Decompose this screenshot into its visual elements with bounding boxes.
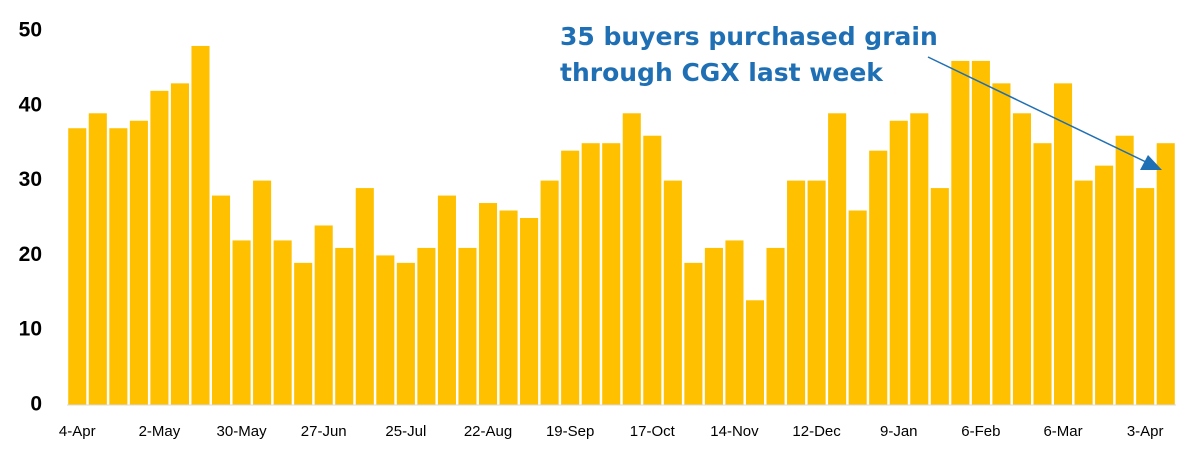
bar (889, 120, 908, 405)
bar (561, 150, 580, 405)
x-tick-label: 3-Apr (1127, 423, 1164, 440)
bar (1115, 135, 1134, 405)
bar (68, 128, 87, 406)
y-tick-label: 40 (19, 93, 42, 116)
bar (602, 143, 621, 405)
x-tick-label: 25-Jul (385, 423, 426, 440)
bar (273, 240, 292, 405)
bar (88, 113, 107, 405)
bar (910, 113, 929, 405)
bar (951, 60, 970, 406)
bar (417, 247, 436, 405)
annotation-line: through CGX last week (560, 58, 884, 87)
bar (458, 247, 477, 405)
y-tick-label: 20 (19, 243, 42, 266)
x-tick-label: 2-May (139, 423, 181, 440)
bar (437, 195, 456, 405)
bar (478, 203, 498, 405)
bar (232, 240, 251, 405)
bar (376, 255, 395, 405)
y-tick-label: 30 (19, 168, 42, 191)
annotation-line: 35 buyers purchased grain (560, 22, 938, 51)
bar (335, 247, 354, 405)
bar (684, 262, 703, 405)
bar (581, 143, 600, 405)
x-tick-label: 19-Sep (546, 423, 594, 440)
bar (725, 240, 744, 405)
bar (191, 45, 210, 406)
bar (129, 120, 148, 405)
bar (643, 135, 662, 405)
bar (1012, 113, 1032, 405)
annotation-arrow (927, 56, 1149, 164)
bar (109, 128, 128, 406)
bar (1156, 143, 1175, 405)
bar (745, 300, 765, 405)
bar (766, 247, 785, 405)
x-tick-label: 27-Jun (301, 423, 347, 440)
bar (396, 262, 415, 405)
bar (1033, 143, 1052, 405)
bar (869, 150, 888, 405)
bar (499, 210, 518, 405)
bar (828, 113, 847, 405)
bar (150, 90, 169, 405)
y-tick-label: 50 (19, 19, 42, 42)
x-tick-label: 12-Dec (792, 423, 841, 440)
bar (355, 188, 374, 405)
bar (1054, 83, 1073, 406)
bar (520, 218, 539, 405)
x-tick-label: 30-May (217, 423, 268, 440)
x-tick-label: 9-Jan (880, 423, 918, 440)
bar (848, 210, 867, 405)
x-tick-label: 14-Nov (710, 423, 759, 440)
x-tick-label: 6-Mar (1043, 423, 1082, 440)
bar (807, 180, 826, 405)
y-tick-label: 10 (19, 318, 42, 341)
bar (704, 247, 723, 405)
x-tick-label: 22-Aug (464, 423, 512, 440)
bar (1095, 165, 1114, 405)
bar (1136, 188, 1155, 405)
bar (314, 225, 333, 405)
y-tick-label: 0 (30, 393, 42, 416)
bar (787, 180, 806, 405)
x-tick-label: 4-Apr (59, 423, 96, 440)
bar (211, 195, 231, 405)
annotation-arrowhead (1140, 155, 1162, 170)
bar (930, 188, 949, 405)
x-tick-label: 6-Feb (961, 423, 1000, 440)
bar (1074, 180, 1093, 405)
bar (971, 60, 990, 406)
bar (663, 180, 682, 405)
bar (170, 83, 189, 406)
bar (294, 262, 313, 405)
x-tick-label: 17-Oct (630, 423, 676, 440)
bar (253, 180, 272, 405)
bar (992, 83, 1011, 406)
bar (622, 113, 641, 405)
bar (540, 180, 559, 405)
